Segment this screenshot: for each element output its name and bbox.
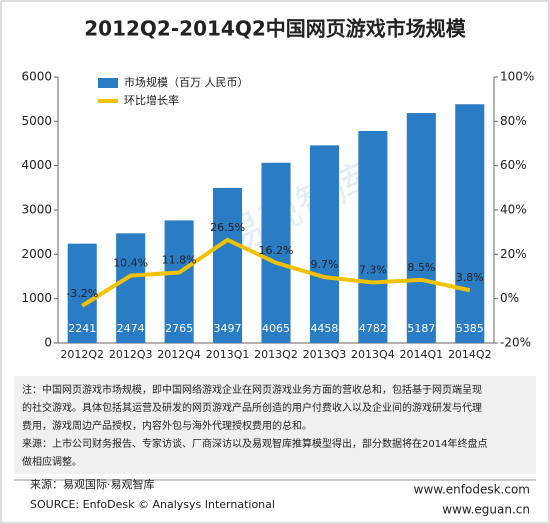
note: 来源：上市公司财务报告、专家访谈、厂商深访以及易观智库推算模型得出，部分数据将在…: [22, 437, 487, 450]
legend-swatch: [98, 78, 118, 88]
x-tick-label: 2013Q2: [254, 348, 298, 361]
y2-tick-label: 40%: [500, 203, 527, 217]
x-tick-label: 2012Q4: [157, 348, 201, 361]
bar: [358, 130, 388, 343]
note: 的社交游戏。具体包括其运营及研发的网页游戏产品所创造的用户付费收入以及企业间的游…: [22, 401, 482, 414]
note: 注：中国网页游戏市场规模，即中国网络游戏企业在网页游戏业务方面的营收总和，包括基…: [22, 383, 482, 396]
line-label: 8.5%: [407, 261, 435, 274]
y-tick-label: 5000: [21, 114, 52, 128]
bar-label: 3497: [214, 322, 242, 335]
legend-label: 市场规模（百万 人民币）: [124, 75, 249, 89]
line-label: 26.5%: [210, 221, 245, 234]
x-tick-label: 2013Q3: [303, 348, 347, 361]
bar: [164, 220, 194, 343]
bar-label: 5187: [407, 322, 435, 335]
line-label: 11.8%: [162, 254, 197, 267]
notes-box: [14, 376, 536, 474]
site: www.enfodesk.com: [414, 483, 530, 497]
y-tick-label: 4000: [21, 158, 52, 172]
y2-tick-label: 20%: [500, 247, 527, 261]
line-label: 3.8%: [456, 271, 484, 284]
bar-label: 2765: [165, 322, 193, 335]
line-label: 7.3%: [359, 263, 387, 276]
note: 费用，游戏周边产品授权，内容外包与海外代理授权费用的总和。: [22, 419, 312, 432]
bar: [116, 233, 146, 343]
bar-label: 4065: [262, 322, 290, 335]
x-tick-label: 2013Q4: [351, 348, 395, 361]
chart-title: 2012Q2-2014Q2中国网页游戏市场规模: [84, 17, 466, 41]
y2-tick-label: -20%: [500, 336, 531, 350]
bar: [455, 104, 485, 343]
x-tick-label: 2013Q1: [206, 348, 250, 361]
line-label: 10.4%: [113, 257, 148, 270]
bar: [213, 187, 243, 343]
bar-label: 4458: [310, 322, 338, 335]
y-tick-label: 1000: [21, 291, 52, 305]
x-tick-label: 2014Q2: [448, 348, 492, 361]
y-tick-label: 0: [44, 336, 52, 350]
y2-tick-label: 60%: [500, 158, 527, 172]
y-tick-label: 6000: [21, 70, 52, 84]
note: 做相应调整。: [22, 455, 82, 468]
bar-label: 2241: [68, 322, 96, 335]
bar-label: 2474: [117, 322, 145, 335]
bar-label: 5385: [456, 322, 484, 335]
x-tick-label: 2012Q2: [60, 348, 104, 361]
y2-tick-label: 100%: [500, 70, 534, 84]
line-label: 16.2%: [259, 244, 294, 257]
x-tick-label: 2012Q3: [109, 348, 153, 361]
legend-label: 环比增长率: [124, 93, 179, 107]
x-tick-label: 2014Q1: [400, 348, 444, 361]
y2-tick-label: 80%: [500, 114, 527, 128]
line: [81, 237, 471, 308]
source-en: SOURCE: EnfoDesk © Analysys Internationa…: [30, 498, 275, 511]
y2-tick-label: 0%: [500, 291, 519, 305]
source-cn: 来源：易观国际·易观智库: [30, 477, 155, 491]
bar: [309, 145, 339, 343]
bar: [261, 162, 291, 343]
y-tick-label: 2000: [21, 247, 52, 261]
line-label: -3.2%: [66, 287, 98, 300]
bar: [406, 113, 436, 343]
bar-label: 4782: [359, 322, 387, 335]
y-tick-label: 3000: [21, 203, 52, 217]
site: www.eguan.cn: [442, 503, 530, 517]
line-label: 9.7%: [310, 258, 338, 271]
bar: [67, 243, 97, 343]
